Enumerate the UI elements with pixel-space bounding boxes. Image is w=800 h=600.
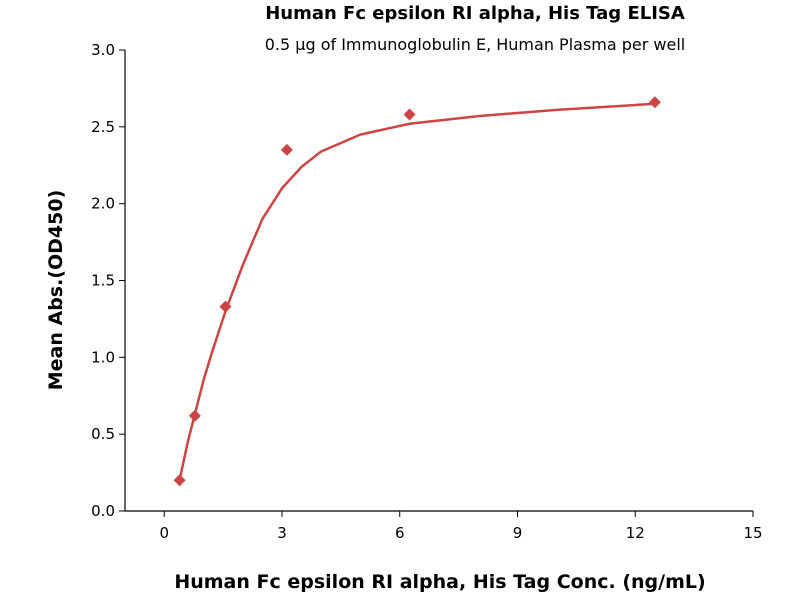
x-tick-label: 9	[513, 524, 523, 542]
data-point	[403, 108, 416, 121]
chart-title: Human Fc epsilon RI alpha, His Tag ELISA	[265, 3, 685, 24]
y-tick-label: 1.5	[91, 272, 115, 290]
y-tick-label: 0.0	[91, 502, 115, 520]
data-point	[280, 143, 293, 156]
x-tick-label: 6	[395, 524, 405, 542]
y-tick-label: 1.0	[91, 348, 115, 366]
fit-curve	[178, 102, 655, 481]
chart-subtitle: 0.5 µg of Immunoglobulin E, Human Plasma…	[265, 35, 686, 54]
data-point	[219, 300, 232, 313]
data-point	[173, 474, 186, 487]
x-axis-label: Human Fc epsilon RI alpha, His Tag Conc.…	[174, 571, 705, 593]
y-tick-label: 3.0	[91, 41, 115, 59]
x-tick-label: 12	[626, 524, 645, 542]
x-tick-label: 0	[159, 524, 169, 542]
y-axis-label: Mean Abs.(OD450)	[45, 190, 67, 391]
x-tick-label: 3	[277, 524, 287, 542]
y-tick-label: 2.0	[91, 195, 115, 213]
x-tick-label: 15	[743, 524, 762, 542]
y-tick-label: 0.5	[91, 425, 115, 443]
data-point	[188, 409, 201, 422]
y-tick-label: 2.5	[91, 118, 115, 136]
data-point	[648, 96, 661, 109]
